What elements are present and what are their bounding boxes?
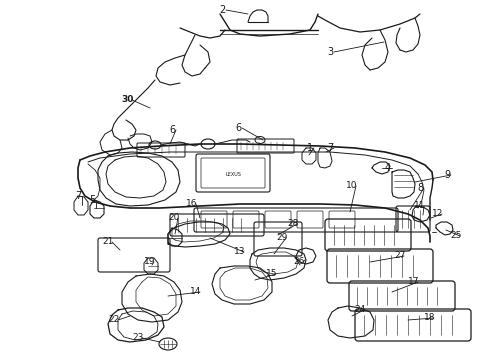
Text: 9: 9 xyxy=(444,170,450,180)
Text: 29: 29 xyxy=(276,234,288,243)
Text: 4: 4 xyxy=(385,163,391,173)
Text: 22: 22 xyxy=(108,315,120,324)
Text: 30: 30 xyxy=(122,95,134,104)
Text: 13: 13 xyxy=(234,248,246,256)
Text: 17: 17 xyxy=(408,278,420,287)
Text: 27: 27 xyxy=(394,252,406,261)
Text: 19: 19 xyxy=(144,257,156,266)
Text: 10: 10 xyxy=(346,181,358,190)
Text: 25: 25 xyxy=(450,231,462,240)
Text: 2: 2 xyxy=(219,5,225,15)
Text: 21: 21 xyxy=(102,238,114,247)
Text: 15: 15 xyxy=(266,270,278,279)
Text: 8: 8 xyxy=(417,183,423,193)
Text: 24: 24 xyxy=(354,306,366,315)
Text: 6: 6 xyxy=(235,123,241,133)
Text: 5: 5 xyxy=(89,195,95,205)
Text: 18: 18 xyxy=(424,314,436,323)
Text: LEXUS: LEXUS xyxy=(225,171,241,176)
Text: 23: 23 xyxy=(132,333,144,342)
Text: 14: 14 xyxy=(190,288,202,297)
Text: 28: 28 xyxy=(287,220,299,229)
Text: 6: 6 xyxy=(169,125,175,135)
Text: 20: 20 xyxy=(168,213,180,222)
Text: 16: 16 xyxy=(186,199,198,208)
Text: 1: 1 xyxy=(307,143,313,153)
Text: 11: 11 xyxy=(414,202,426,211)
Text: 3: 3 xyxy=(327,47,333,57)
Text: 7: 7 xyxy=(75,191,81,201)
Text: 26: 26 xyxy=(294,257,305,266)
Text: 7: 7 xyxy=(327,143,333,153)
Text: 12: 12 xyxy=(432,210,443,219)
